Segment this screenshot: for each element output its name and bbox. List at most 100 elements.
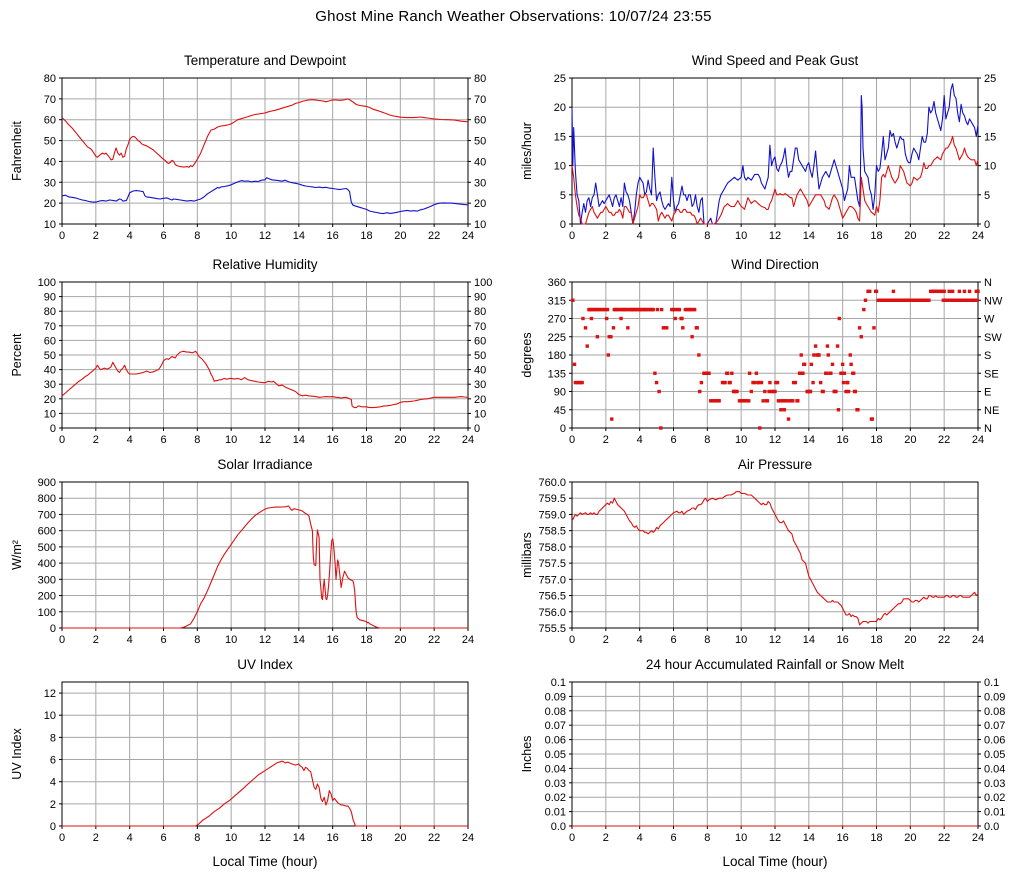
x-tick-label: 22 — [938, 634, 950, 646]
x-tick-label: 10 — [735, 832, 747, 844]
y-tick-label: 200 — [38, 591, 56, 603]
y-axis-label: Fahrenheit — [10, 121, 24, 181]
chart-title: Air Pressure — [738, 457, 812, 472]
y-tick-label: 10 — [44, 710, 56, 722]
grid — [571, 481, 979, 629]
y-tick-label: 0.06 — [545, 735, 566, 747]
axes: 0 2 4 6 8 10 12 14 16 18 20 22 240100200300400500600… — [38, 477, 474, 646]
x-tick-label: 12 — [259, 230, 271, 242]
y-tick-label-right: 0.04 — [984, 763, 1005, 775]
y-tick-label-right: SE — [984, 368, 999, 380]
y-tick-label: 2 — [50, 799, 56, 811]
x-tick-label: 2 — [93, 230, 99, 242]
x-tick-label: 16 — [327, 230, 339, 242]
series-wind-direction — [571, 289, 980, 430]
x-axis-label: Local Time (hour) — [212, 854, 317, 869]
x-tick-label: 14 — [803, 230, 815, 242]
y-tick-label: 757.0 — [538, 574, 566, 586]
y-tick-label-right: N — [984, 423, 992, 435]
y-tick-label: 0.05 — [545, 749, 566, 761]
x-tick-label: 10 — [225, 832, 237, 844]
x-tick-label: 18 — [870, 434, 882, 446]
x-tick-label: 4 — [637, 230, 643, 242]
x-tick-label: 8 — [704, 434, 710, 446]
series-temperature — [61, 98, 469, 168]
y-tick-label-right: 70 — [474, 94, 486, 106]
x-tick-label: 18 — [360, 832, 372, 844]
series-solar — [62, 505, 468, 629]
y-tick-label: 60 — [44, 335, 56, 347]
x-tick-label: 22 — [428, 634, 440, 646]
y-tick-label: 700 — [38, 509, 56, 521]
y-tick-label: 0 — [50, 821, 56, 833]
y-tick-label: 6 — [50, 755, 56, 767]
x-tick-label: 12 — [769, 230, 781, 242]
series-pressure — [571, 491, 979, 626]
y-tick-label: 0.07 — [545, 720, 566, 732]
x-tick-label: 4 — [637, 634, 643, 646]
y-tick-label: 70 — [44, 321, 56, 333]
y-tick-label: 45 — [554, 405, 566, 417]
x-tick-label: 14 — [293, 230, 305, 242]
y-tick-label: 0 — [50, 423, 56, 435]
chart-solar-irradiance: 0 2 4 6 8 10 12 14 16 18 20 22 24 0 100 200 300 400 500 600… — [8, 452, 510, 650]
grid — [571, 681, 979, 827]
y-tick-label-right: 20 — [984, 102, 996, 114]
x-tick-label: 8 — [194, 230, 200, 242]
y-tick-label-right: 20 — [474, 394, 486, 406]
chart-wind-speed-gust: 0 2 4 6 8 10 12 14 16 18 20 22 24 0 0 5 5 10 10 15 15 20 20 25 2… — [518, 48, 1020, 246]
x-tick-label: 18 — [360, 434, 372, 446]
x-tick-label: 24 — [972, 230, 984, 242]
y-tick-label: 500 — [38, 542, 56, 554]
y-tick-label: 100 — [38, 607, 56, 619]
x-tick-label: 4 — [127, 434, 133, 446]
y-tick-label-right: 100 — [474, 277, 492, 289]
x-tick-label: 20 — [904, 434, 916, 446]
x-tick-label: 0 — [569, 832, 575, 844]
y-tick-label: 0.08 — [545, 706, 566, 718]
y-axis-label: Inches — [520, 736, 534, 773]
y-tick-label-right: N — [984, 277, 992, 289]
y-tick-label-right: 90 — [474, 292, 486, 304]
x-tick-label: 24 — [972, 832, 984, 844]
y-tick-label-right: 50 — [474, 136, 486, 148]
y-tick-label-right: 0.1 — [984, 677, 999, 689]
y-tick-label: 15 — [554, 131, 566, 143]
x-tick-label: 18 — [870, 832, 882, 844]
y-tick-label: 0 — [560, 423, 566, 435]
y-tick-label: 8 — [50, 732, 56, 744]
x-tick-label: 20 — [394, 434, 406, 446]
series-dewpoint — [61, 177, 469, 215]
y-tick-label: 760.0 — [538, 477, 566, 489]
rainfall-plot: 0 2 4 6 8 10 12 14 16 18 20 22 240.0 0.00.01 0.010.02 0… — [520, 657, 1005, 869]
y-tick-label: 135 — [548, 368, 566, 380]
y-tick-label: 30 — [44, 177, 56, 189]
y-tick-label: 30 — [44, 379, 56, 391]
x-tick-label: 10 — [225, 230, 237, 242]
x-tick-label: 16 — [327, 832, 339, 844]
y-tick-label: 20 — [554, 102, 566, 114]
x-tick-label: 16 — [837, 832, 849, 844]
x-tick-label: 8 — [194, 832, 200, 844]
chart-title: UV Index — [237, 657, 293, 672]
y-tick-label: 60 — [44, 115, 56, 127]
x-tick-label: 2 — [93, 634, 99, 646]
x-tick-label: 22 — [938, 434, 950, 446]
plot-border — [61, 681, 469, 827]
x-tick-label: 20 — [904, 230, 916, 242]
x-tick-label: 16 — [327, 434, 339, 446]
y-tick-label-right: 30 — [474, 379, 486, 391]
x-tick-label: 12 — [769, 634, 781, 646]
x-tick-label: 24 — [462, 434, 474, 446]
y-tick-label: 50 — [44, 136, 56, 148]
x-axis-label: Local Time (hour) — [722, 854, 827, 869]
y-tick-label: 758.5 — [538, 526, 566, 538]
y-tick-label-right: 15 — [984, 131, 996, 143]
x-tick-label: 8 — [704, 230, 710, 242]
x-tick-label: 12 — [259, 832, 271, 844]
chart-title: Wind Speed and Peak Gust — [692, 53, 859, 68]
x-tick-label: 2 — [603, 434, 609, 446]
x-tick-label: 8 — [704, 832, 710, 844]
series-humidity — [61, 350, 469, 409]
